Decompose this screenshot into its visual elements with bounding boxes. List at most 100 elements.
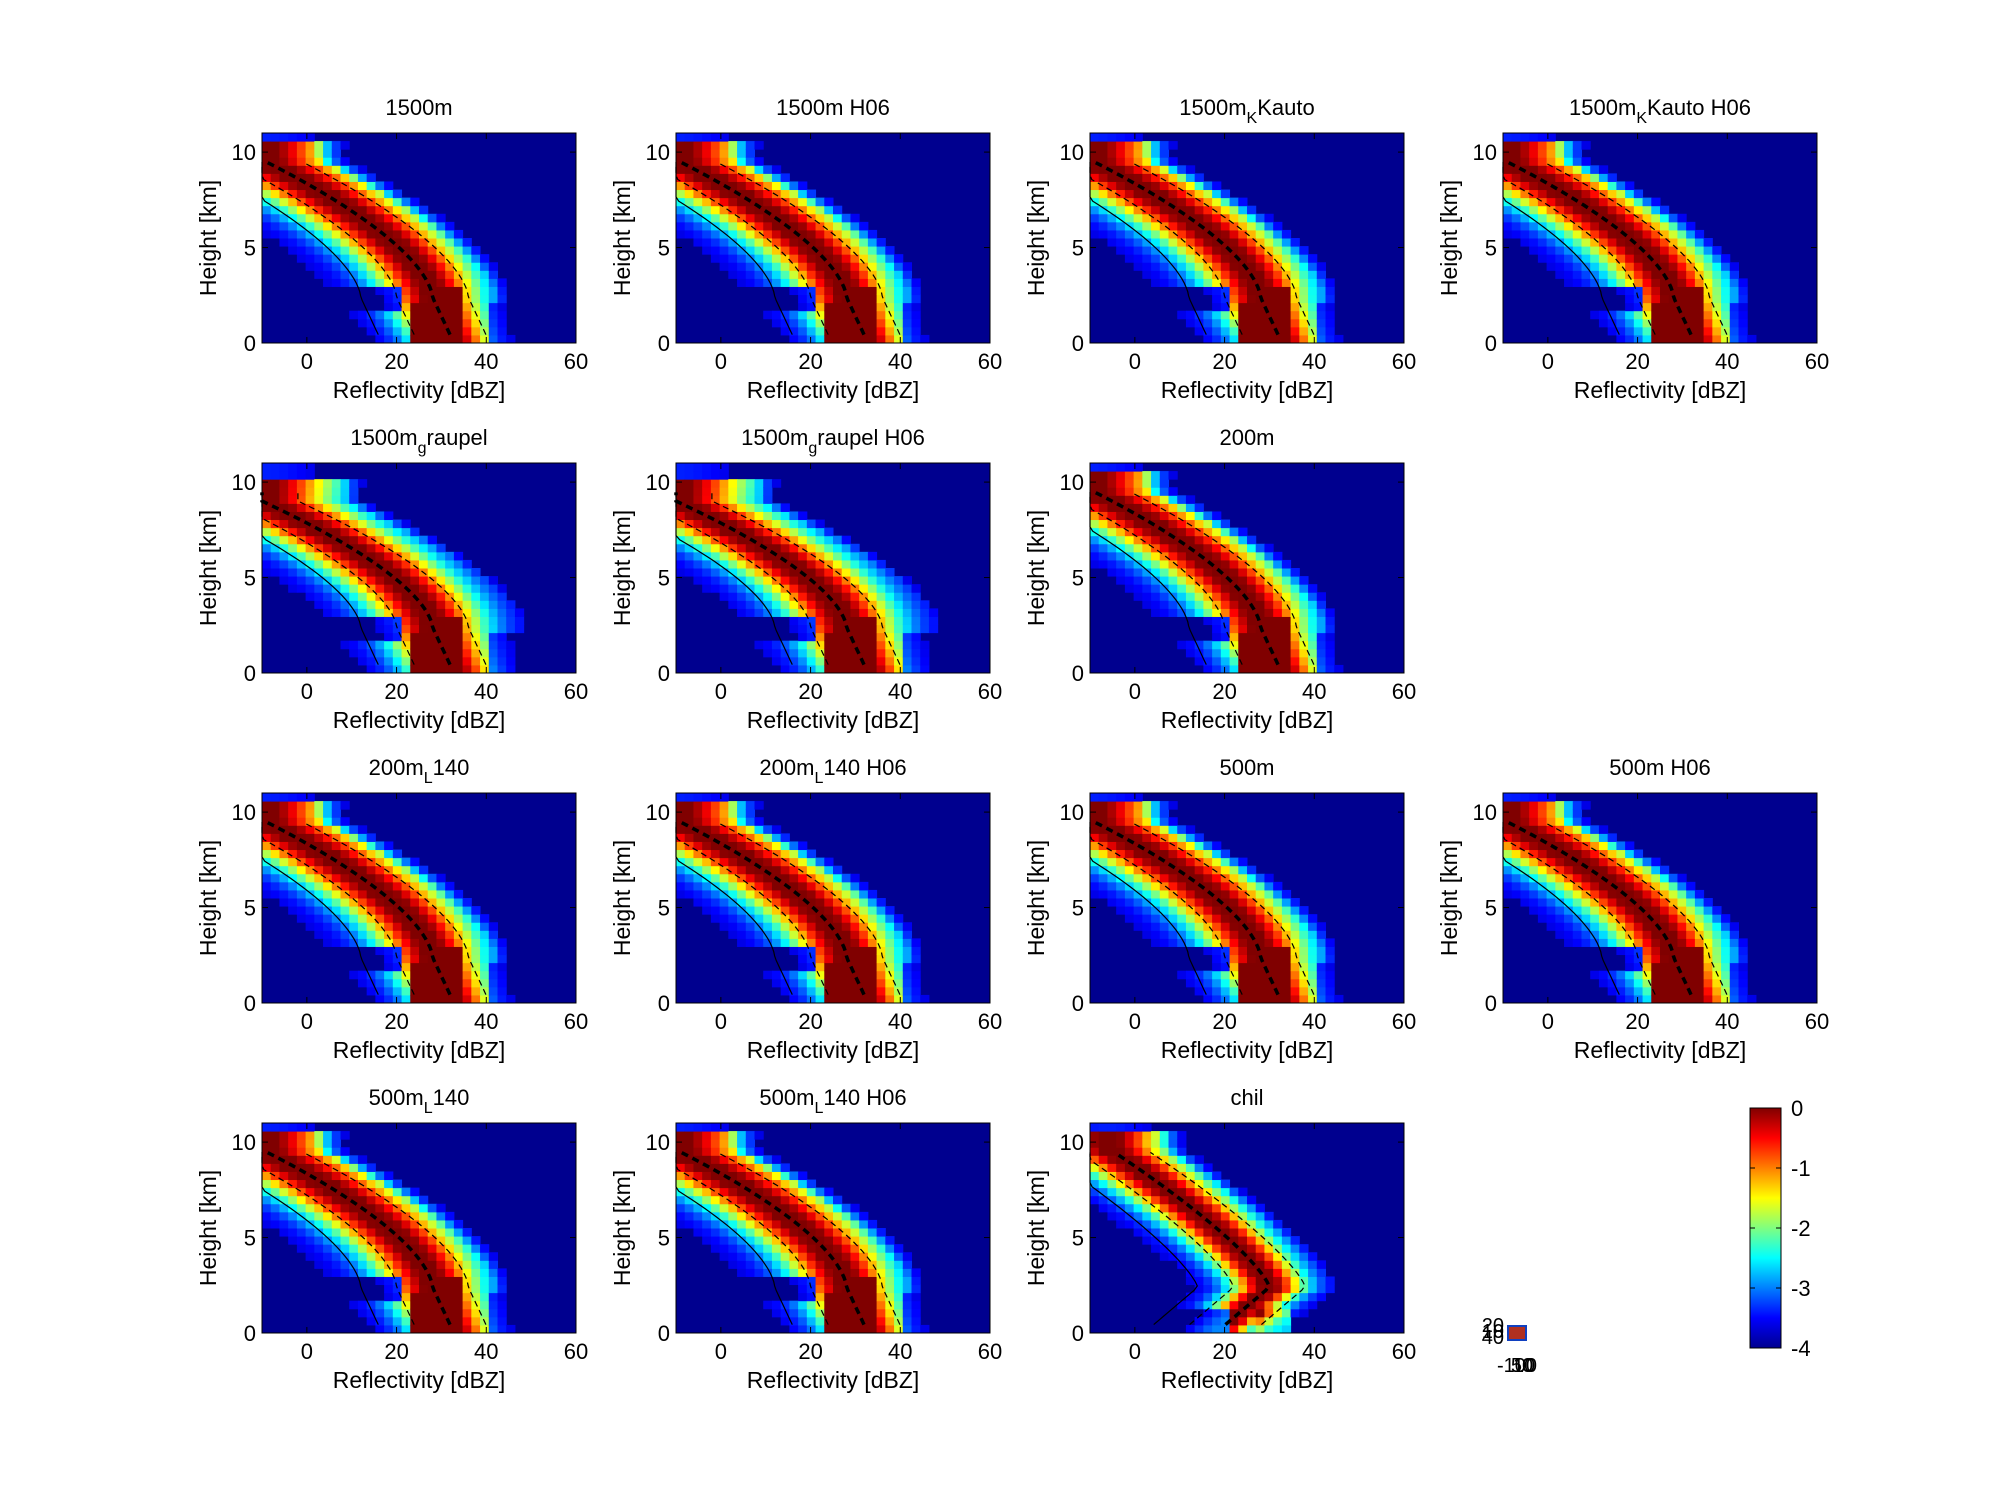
- heatmap-cell: [1511, 889, 1521, 899]
- heatmap-cell: [1299, 930, 1309, 939]
- heatmap-cell: [841, 881, 851, 891]
- heatmap-cell: [728, 197, 738, 207]
- heatmap-cell: [824, 270, 834, 279]
- heatmap-cell: [480, 584, 490, 593]
- heatmap-cell: [375, 978, 385, 988]
- heatmap-cell: [1098, 463, 1108, 472]
- heatmap-cell: [1159, 865, 1169, 875]
- heatmap-cell: [1116, 543, 1126, 553]
- heatmap-cell: [427, 238, 437, 247]
- heatmap-cell: [1220, 334, 1231, 344]
- heatmap-cell: [1299, 978, 1309, 988]
- heatmap-cell: [1133, 519, 1143, 529]
- heatmap-cell: [1212, 873, 1222, 883]
- heatmap-cell: [357, 865, 368, 875]
- heatmap-cell: [1555, 857, 1565, 867]
- title-main: 1500m: [350, 425, 417, 450]
- heatmap-cell: [1616, 914, 1626, 923]
- heatmap-cell: [410, 559, 420, 569]
- heatmap-cell: [771, 970, 782, 980]
- heatmap-cell: [815, 262, 825, 271]
- heatmap-cell: [841, 600, 851, 609]
- heatmap-cell: [1651, 270, 1661, 279]
- heatmap-cell: [384, 294, 394, 304]
- x-tick-label: 0: [715, 679, 727, 704]
- heatmap-cell: [1581, 849, 1591, 859]
- heatmap-cell: [1220, 543, 1231, 553]
- heatmap-cell: [841, 278, 851, 287]
- heatmap-cell: [314, 551, 324, 561]
- heatmap-cell: [305, 793, 315, 802]
- heatmap-cell: [1316, 302, 1326, 312]
- heatmap-cell: [1273, 584, 1283, 593]
- heatmap-cell: [323, 914, 333, 923]
- heatmap-cell: [710, 511, 721, 521]
- heatmap-cell: [798, 543, 808, 553]
- heatmap-cell: [1273, 221, 1283, 231]
- heatmap-cell: [719, 205, 729, 215]
- heatmap-cell: [497, 286, 507, 296]
- heatmap-cell: [1168, 857, 1178, 867]
- heatmap-cell: [1308, 640, 1318, 650]
- heatmap-cell: [1308, 994, 1318, 1004]
- heatmap-cell: [1316, 616, 1326, 626]
- heatmap-cell: [384, 608, 394, 617]
- heatmap-cell: [876, 592, 886, 601]
- heatmap-cell: [384, 254, 394, 263]
- heatmap-cell: [262, 511, 272, 521]
- heatmap-cell: [401, 600, 411, 609]
- heatmap-cell: [314, 568, 324, 577]
- heatmap-cell: [419, 616, 429, 626]
- heatmap-cell: [427, 914, 437, 923]
- heatmap-cell: [1564, 278, 1574, 287]
- heatmap-cell: [1546, 914, 1556, 923]
- heatmap-cell: [384, 632, 394, 642]
- heatmap-cell: [754, 825, 764, 834]
- heatmap-cell: [850, 238, 860, 247]
- heatmap-cell: [833, 664, 843, 674]
- heatmap-cell: [684, 793, 694, 802]
- heatmap-cell: [445, 600, 455, 609]
- heatmap-cell: [305, 246, 315, 255]
- heatmap-cell: [894, 270, 904, 279]
- profile-line-4: [711, 492, 901, 665]
- heatmap-cell: [375, 543, 385, 553]
- heatmap-cell: [1316, 994, 1326, 1004]
- heatmap-cell: [1686, 286, 1696, 296]
- heatmap-cell: [1299, 970, 1309, 980]
- heatmap-cell: [737, 479, 747, 488]
- heatmap-cell: [471, 302, 481, 312]
- heatmap-cell: [1229, 881, 1239, 891]
- heatmap-cell: [1325, 962, 1335, 972]
- heatmap-cell: [789, 576, 799, 585]
- heatmap-cell: [771, 181, 782, 191]
- heatmap-cell: [1325, 938, 1335, 947]
- heatmap-cell: [497, 962, 507, 972]
- heatmap-cell: [1299, 278, 1309, 287]
- heatmap-cell: [366, 986, 376, 996]
- heatmap-cell: [436, 326, 446, 336]
- heatmap-cell: [728, 141, 738, 150]
- heatmap-cell: [1290, 270, 1300, 279]
- heatmap-cell: [1555, 165, 1565, 174]
- heatmap-cell: [453, 302, 464, 312]
- heatmap-cell: [331, 246, 341, 255]
- heatmap-cell: [780, 238, 790, 247]
- heatmap-cell: [1281, 648, 1292, 658]
- heatmap-cell: [349, 278, 359, 287]
- heatmap-cell: [754, 213, 764, 223]
- heatmap-cell: [737, 592, 747, 601]
- heatmap-cell: [1264, 978, 1274, 988]
- heatmap-cell: [384, 205, 394, 215]
- heatmap-cell: [920, 648, 930, 658]
- heatmap-cell: [702, 889, 712, 899]
- heatmap-cell: [841, 656, 851, 666]
- heatmap-cell: [1264, 616, 1274, 626]
- heatmap-cell: [1185, 938, 1196, 947]
- heatmap-cell: [815, 624, 825, 634]
- heatmap-cell: [1555, 197, 1565, 207]
- heatmap-cell: [754, 938, 764, 947]
- heatmap-cell: [1308, 286, 1318, 296]
- heatmap-cell: [1159, 213, 1169, 223]
- heatmap-cell: [754, 568, 764, 577]
